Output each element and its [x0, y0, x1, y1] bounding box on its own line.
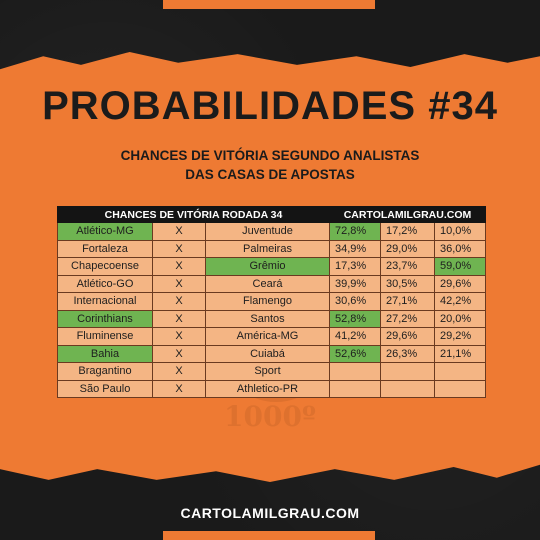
subtitle-line-1: CHANCES DE VITÓRIA SEGUNDO ANALISTAS [120, 148, 420, 163]
draw-chance: 26,3% [380, 344, 435, 363]
home-win-chance: 72,8% [329, 222, 381, 241]
home-win-chance [329, 379, 381, 398]
away-team: Athletico-PR [205, 379, 330, 398]
vs-label: X [152, 222, 206, 241]
away-win-chance: 59,0% [434, 257, 486, 276]
draw-chance: 23,7% [380, 257, 435, 276]
away-win-chance [434, 362, 486, 381]
home-win-chance: 52,6% [329, 344, 381, 363]
home-team: Chapecoense [57, 257, 153, 276]
home-win-chance: 30,6% [329, 292, 381, 311]
vs-label: X [152, 379, 206, 398]
away-team: Santos [205, 309, 330, 328]
home-win-chance: 39,9% [329, 274, 381, 293]
draw-chance [380, 362, 435, 381]
away-win-chance: 29,2% [434, 327, 486, 346]
draw-chance: 29,0% [380, 239, 435, 258]
table-row: Atlético-MG X Juventude 72,8% 17,2% 10,0% [57, 222, 486, 241]
table-row: Chapecoense X Grêmio 17,3% 23,7% 59,0% [57, 257, 486, 276]
table-row: Bragantino X Sport [57, 362, 486, 381]
probabilities-table: CHANCES DE VITÓRIA RODADA 34 CARTOLAMILG… [57, 206, 486, 398]
home-team: Corinthians [57, 309, 153, 328]
table-row: Fortaleza X Palmeiras 34,9% 29,0% 36,0% [57, 239, 486, 258]
table-row: Bahia X Cuiabá 52,6% 26,3% 21,1% [57, 344, 486, 363]
header-right: CARTOLAMILGRAU.COM [329, 206, 486, 223]
home-team: Atlético-MG [57, 222, 153, 241]
draw-chance: 27,1% [380, 292, 435, 311]
table-row: Fluminense X América-MG 41,2% 29,6% 29,2% [57, 327, 486, 346]
away-team: Cuiabá [205, 344, 330, 363]
table-row: Atlético-GO X Ceará 39,9% 30,5% 29,6% [57, 274, 486, 293]
away-team: Palmeiras [205, 239, 330, 258]
away-win-chance: 29,6% [434, 274, 486, 293]
draw-chance [380, 379, 435, 398]
top-accent-strip [163, 0, 375, 9]
home-team: Fluminense [57, 327, 153, 346]
vs-label: X [152, 292, 206, 311]
page-title: PROBABILIDADES #34 [42, 84, 498, 128]
vs-label: X [152, 257, 206, 276]
header-left: CHANCES DE VITÓRIA RODADA 34 [57, 206, 330, 223]
home-win-chance: 41,2% [329, 327, 381, 346]
table-row: Corinthians X Santos 52,8% 27,2% 20,0% [57, 309, 486, 328]
home-team: Internacional [57, 292, 153, 311]
away-team: Flamengo [205, 292, 330, 311]
away-win-chance: 10,0% [434, 222, 486, 241]
away-win-chance: 20,0% [434, 309, 486, 328]
table-row: Internacional X Flamengo 30,6% 27,1% 42,2% [57, 292, 486, 311]
home-win-chance: 17,3% [329, 257, 381, 276]
draw-chance: 29,6% [380, 327, 435, 346]
away-win-chance: 21,1% [434, 344, 486, 363]
home-team: Bahia [57, 344, 153, 363]
vs-label: X [152, 239, 206, 258]
table-row: São Paulo X Athletico-PR [57, 379, 486, 398]
bottom-accent-strip [163, 531, 375, 540]
home-team: Bragantino [57, 362, 153, 381]
draw-chance: 27,2% [380, 309, 435, 328]
away-win-chance [434, 379, 486, 398]
footer-site: CARTOLAMILGRAU.COM [180, 505, 360, 521]
subtitle-line-2: DAS CASAS DE APOSTAS [185, 167, 355, 182]
vs-label: X [152, 309, 206, 328]
away-team: Sport [205, 362, 330, 381]
vs-label: X [152, 344, 206, 363]
away-team: Grêmio [205, 257, 330, 276]
home-team: São Paulo [57, 379, 153, 398]
away-team: América-MG [205, 327, 330, 346]
away-win-chance: 36,0% [434, 239, 486, 258]
vs-label: X [152, 327, 206, 346]
vs-label: X [152, 362, 206, 381]
home-win-chance: 34,9% [329, 239, 381, 258]
table-header: CHANCES DE VITÓRIA RODADA 34 CARTOLAMILG… [57, 206, 486, 223]
home-team: Atlético-GO [57, 274, 153, 293]
away-team: Juventude [205, 222, 330, 241]
away-win-chance: 42,2% [434, 292, 486, 311]
draw-chance: 17,2% [380, 222, 435, 241]
away-team: Ceará [205, 274, 330, 293]
vs-label: X [152, 274, 206, 293]
home-win-chance [329, 362, 381, 381]
page-subtitle: CHANCES DE VITÓRIA SEGUNDO ANALISTAS DAS… [0, 146, 540, 184]
home-win-chance: 52,8% [329, 309, 381, 328]
draw-chance: 30,5% [380, 274, 435, 293]
home-team: Fortaleza [57, 239, 153, 258]
